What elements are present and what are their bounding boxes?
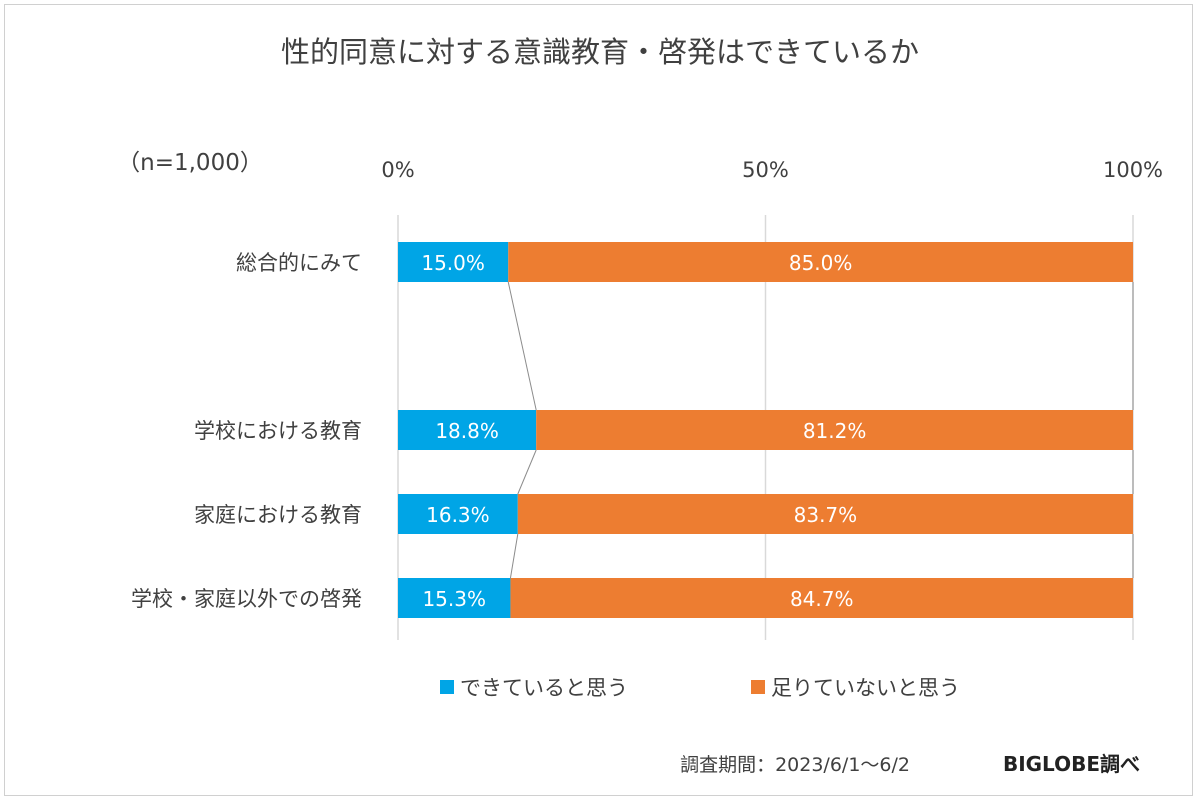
- data-label: 85.0%: [789, 251, 853, 275]
- chart-frame: [4, 4, 1193, 796]
- data-label: 18.8%: [435, 419, 499, 443]
- x-tick-label: 100%: [1103, 158, 1163, 182]
- x-tick-label: 50%: [742, 158, 789, 182]
- bar-yes: [398, 242, 509, 282]
- bar-yes: [398, 410, 537, 450]
- legend-swatch: [440, 680, 454, 694]
- x-tick-label: 0%: [381, 158, 414, 182]
- survey-period: 調査期間：2023/6/1～6/2: [680, 754, 910, 776]
- bar-no: [508, 242, 1133, 282]
- legend-label: できていると思う: [460, 676, 628, 700]
- bar-no: [517, 494, 1133, 534]
- bar-no: [510, 578, 1134, 618]
- series-line: [509, 533, 519, 579]
- sample-size-note: （n=1,000）: [117, 150, 263, 176]
- category-label: 総合的にみて: [236, 251, 362, 275]
- data-label: 83.7%: [794, 503, 858, 527]
- legend-label: 足りていないと思う: [771, 676, 960, 700]
- bar-yes: [398, 494, 518, 534]
- data-label: 16.3%: [426, 503, 490, 527]
- category-label: 学校における教育: [194, 419, 362, 443]
- chart-title: 性的同意に対する意識教育・啓発はできているか: [281, 35, 919, 69]
- category-label: 学校・家庭以外での啓発: [131, 587, 362, 611]
- bar-yes: [398, 578, 511, 618]
- source-credit: BIGLOBE調べ: [1003, 752, 1140, 776]
- series-line: [507, 281, 537, 411]
- data-label: 81.2%: [803, 419, 867, 443]
- data-label: 15.0%: [421, 251, 485, 275]
- data-label: 84.7%: [790, 587, 854, 611]
- data-label: 15.3%: [422, 587, 486, 611]
- category-label: 家庭における教育: [194, 503, 362, 527]
- legend-swatch: [751, 680, 765, 694]
- series-line: [517, 449, 537, 495]
- bar-no: [536, 410, 1133, 450]
